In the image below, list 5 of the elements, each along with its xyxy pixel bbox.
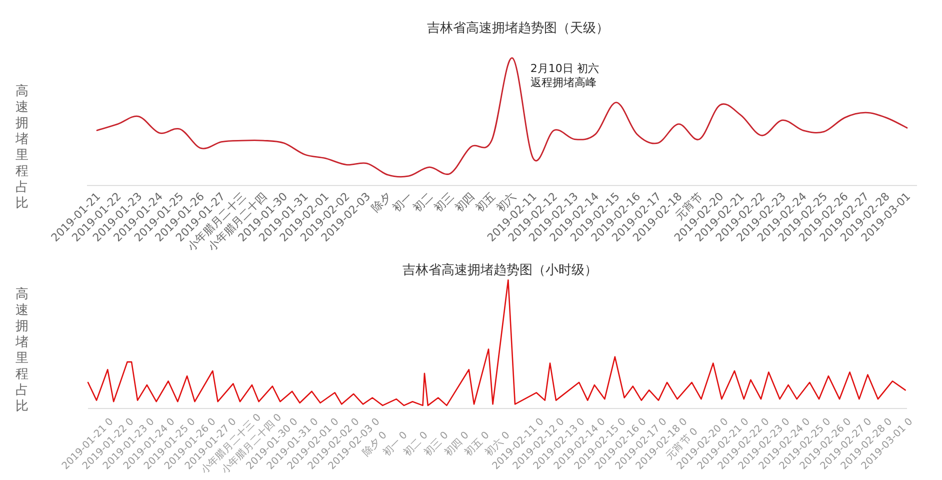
chart-title: 吉林省高速拥堵趋势图（小时级） (402, 262, 598, 278)
chart-title: 吉林省高速拥堵趋势图（天级） (427, 20, 609, 36)
y-axis-title: 高速拥堵里程占比 (14, 83, 28, 211)
annotation: 2月10日 初六返程拥堵高峰 (530, 62, 599, 89)
y-axis-title: 高速拥堵里程占比 (14, 286, 28, 414)
